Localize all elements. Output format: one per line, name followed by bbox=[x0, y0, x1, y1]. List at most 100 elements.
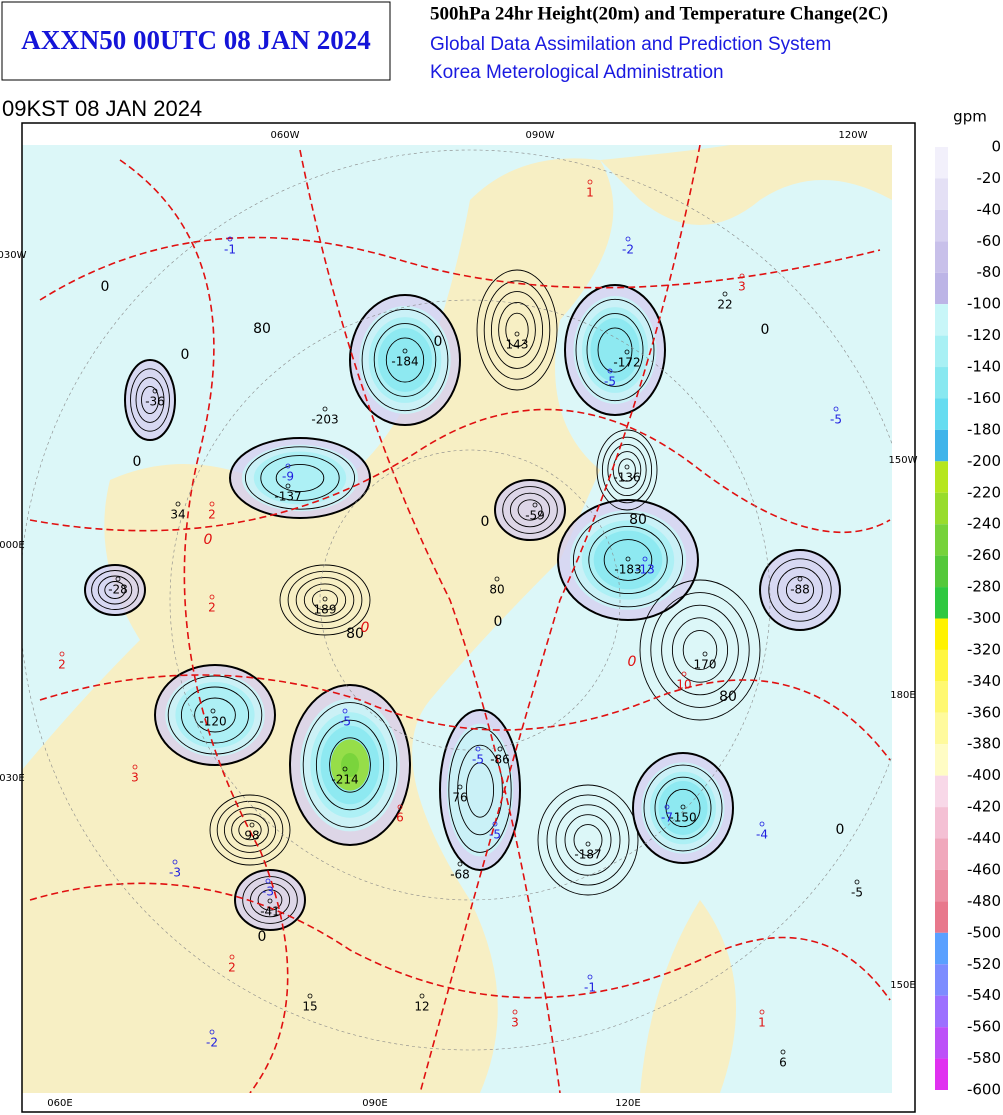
center-marker bbox=[307, 993, 313, 999]
legend-label: -380 bbox=[967, 735, 1001, 753]
temp-change: -2 bbox=[622, 243, 634, 257]
legend-label: -220 bbox=[967, 483, 1001, 501]
contour-label: 0 bbox=[133, 454, 142, 470]
legend-label: -340 bbox=[967, 672, 1001, 690]
legend-swatch bbox=[935, 744, 948, 776]
center-marker bbox=[457, 784, 463, 790]
legend-label: -120 bbox=[967, 326, 1001, 344]
center-value: 12 bbox=[414, 1000, 429, 1014]
center-marker bbox=[152, 388, 158, 394]
legend-swatch bbox=[935, 1058, 948, 1090]
legend-swatch bbox=[935, 429, 948, 462]
longitude-label: 030W bbox=[0, 250, 27, 261]
temp-marker bbox=[587, 974, 593, 980]
center-value: -203 bbox=[311, 413, 338, 427]
height-contour bbox=[509, 492, 551, 528]
height-contour bbox=[597, 327, 633, 373]
height-contour bbox=[349, 294, 461, 426]
center-marker bbox=[624, 349, 630, 355]
height-contour bbox=[650, 592, 750, 708]
center-marker bbox=[702, 651, 708, 657]
temp-change: -5 bbox=[830, 413, 842, 427]
height-contour bbox=[588, 525, 668, 595]
center-marker bbox=[322, 596, 328, 602]
temp-change: 2 bbox=[58, 658, 66, 672]
temp-change: 2 bbox=[208, 601, 216, 615]
anomaly-core bbox=[175, 682, 255, 748]
height-contour bbox=[654, 776, 712, 840]
height-contour bbox=[104, 581, 126, 599]
height-contour bbox=[494, 479, 566, 541]
legend-swatch bbox=[935, 681, 948, 713]
temperature-contour bbox=[419, 145, 701, 1093]
temp-marker bbox=[229, 954, 235, 960]
anomaly-core bbox=[253, 451, 347, 505]
height-contour bbox=[329, 737, 371, 793]
temperature-contour bbox=[39, 236, 881, 301]
height-contour bbox=[302, 702, 398, 828]
height-contour bbox=[124, 359, 176, 441]
height-contour bbox=[618, 458, 636, 482]
center-value: -5 bbox=[851, 886, 863, 900]
temp-change: -13 bbox=[635, 563, 655, 577]
legend-label: -580 bbox=[967, 1049, 1001, 1067]
height-contour bbox=[682, 629, 718, 671]
center-marker bbox=[532, 502, 538, 508]
contour-label: 0 bbox=[361, 620, 370, 636]
temp-change: 3 bbox=[511, 1016, 519, 1030]
longitude-label: 090E bbox=[362, 1098, 387, 1109]
contour-label: 0 bbox=[481, 514, 490, 530]
height-contour bbox=[373, 323, 437, 397]
temp-marker bbox=[209, 594, 215, 600]
legend-label: -560 bbox=[967, 1018, 1001, 1036]
temp-change: 2 bbox=[228, 961, 236, 975]
height-contour bbox=[465, 762, 495, 818]
latitude-circle bbox=[319, 449, 621, 751]
temp-marker bbox=[681, 671, 687, 677]
temp-change: -1 bbox=[584, 981, 596, 995]
height-contour bbox=[91, 570, 139, 610]
legend-swatch bbox=[935, 335, 948, 368]
height-contour bbox=[612, 451, 642, 489]
legend-label: 0 bbox=[991, 138, 1001, 156]
height-contour bbox=[180, 686, 250, 744]
center-value: -172 bbox=[613, 356, 640, 370]
temperature-contour bbox=[29, 882, 891, 1001]
center-value: 6 bbox=[779, 1056, 787, 1070]
legend-label: -200 bbox=[967, 452, 1001, 470]
temp-change: 6 bbox=[396, 811, 404, 825]
height-contour bbox=[244, 446, 356, 510]
temp-marker bbox=[664, 804, 670, 810]
legend-label: -280 bbox=[967, 578, 1001, 596]
legend-label: -300 bbox=[967, 609, 1001, 627]
height-contour bbox=[661, 604, 739, 696]
longitude-label: 060W bbox=[271, 130, 300, 141]
legend-swatch bbox=[935, 807, 948, 839]
longitude-label: 150W bbox=[889, 455, 918, 466]
center-value: -214 bbox=[331, 773, 358, 787]
legend-label: -20 bbox=[977, 169, 1002, 187]
temp-marker bbox=[492, 821, 498, 827]
temp-change: -5 bbox=[472, 753, 484, 767]
temp-change: -2 bbox=[206, 1036, 218, 1050]
height-contour bbox=[194, 697, 236, 733]
temp-marker bbox=[833, 406, 839, 412]
legend-swatch bbox=[935, 618, 948, 650]
height-contour bbox=[601, 436, 653, 504]
valid-time: 09KST 08 JAN 2024 bbox=[2, 96, 202, 121]
contour-label: 0 bbox=[181, 347, 190, 363]
center-marker bbox=[342, 766, 348, 772]
height-contour bbox=[315, 719, 385, 811]
height-contour bbox=[209, 794, 291, 866]
longitude-label: 000E bbox=[0, 540, 25, 551]
center-value: 34 bbox=[170, 508, 185, 522]
center-value: -28 bbox=[108, 583, 128, 597]
height-contour bbox=[216, 800, 284, 860]
center-marker bbox=[210, 708, 216, 714]
height-contour bbox=[130, 368, 170, 432]
temp-change: -7 bbox=[661, 811, 673, 825]
anomaly-area bbox=[235, 870, 305, 930]
height-contour bbox=[505, 312, 529, 348]
center-marker bbox=[285, 483, 291, 489]
contour-label: 80 bbox=[719, 689, 737, 705]
